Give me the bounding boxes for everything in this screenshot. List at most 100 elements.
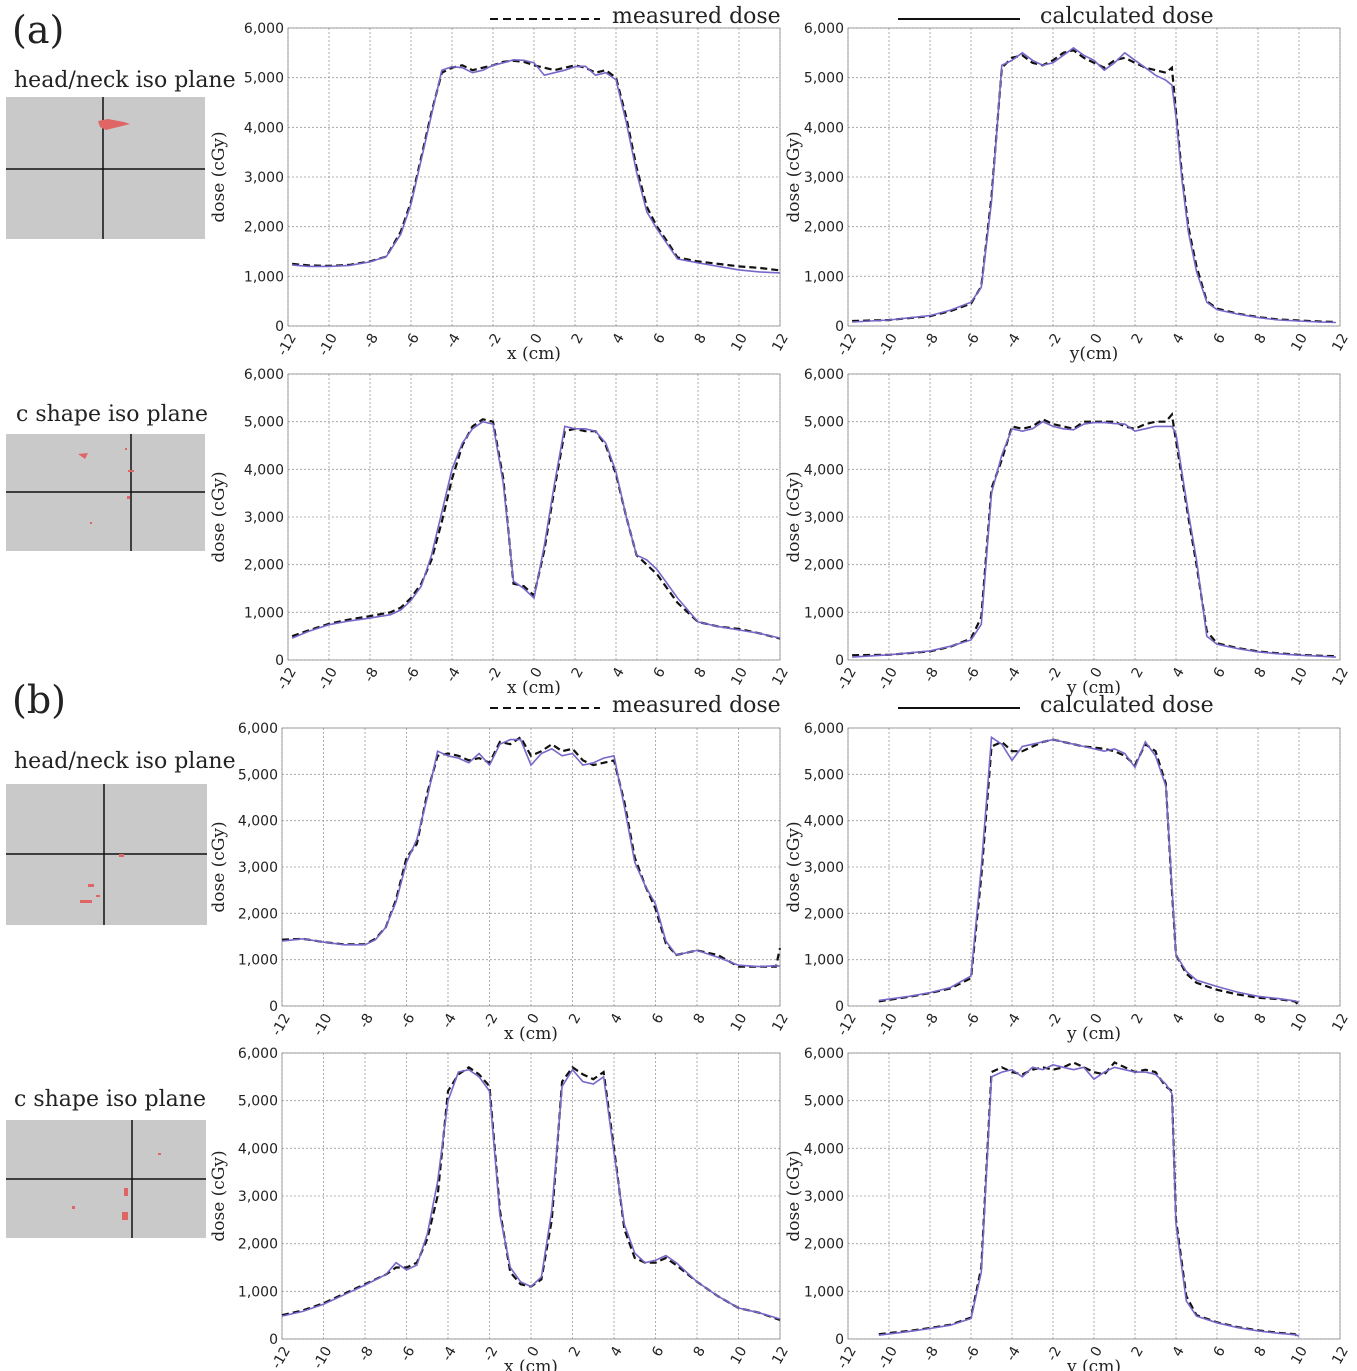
x-tick-label: 4 [1170, 665, 1188, 681]
y-tick-label: 0 [269, 999, 278, 1015]
x-tick-label: 2 [1129, 1011, 1147, 1027]
x-tick-label: -12 [835, 331, 860, 359]
x-tick-label: 10 [728, 1011, 751, 1034]
x-tick-label: -10 [876, 1011, 901, 1039]
y-tick-label: 3,000 [244, 170, 284, 186]
x-tick-label: -4 [1003, 1344, 1024, 1364]
x-tick-label: -4 [439, 1344, 460, 1364]
x-tick-label: 8 [1252, 331, 1270, 347]
y-tick-label: 2,000 [804, 906, 844, 922]
x-tick-label: 8 [691, 1011, 709, 1027]
y-tick-label: 4,000 [244, 120, 284, 136]
y-tick-label: 2,000 [804, 220, 844, 236]
legend-a-calculated-swatch [898, 18, 1020, 20]
x-tick-label: -2 [484, 331, 505, 351]
x-tick-label: -4 [1003, 665, 1024, 685]
x-tick-label: 2 [1129, 331, 1147, 347]
x-tick-label: -10 [316, 665, 341, 693]
x-axis-label: x (cm) [507, 678, 561, 698]
x-tick-label: 6 [651, 665, 669, 681]
legend-b-calculated-swatch [898, 707, 1020, 709]
y-tick-label: 4,000 [238, 814, 278, 830]
x-tick-label: 10 [1288, 331, 1311, 354]
y-tick-label: 5,000 [804, 767, 844, 783]
legend-b-measured-label: measured dose [612, 693, 781, 718]
x-tick-label: -2 [1044, 1011, 1065, 1031]
y-axis-label: dose (cGy) [209, 131, 229, 222]
x-tick-label: -6 [398, 1011, 419, 1031]
x-tick-label: -4 [439, 1011, 460, 1031]
x-tick-label: -8 [361, 665, 382, 685]
plane-label-b-cshape: c shape iso plane [14, 1087, 206, 1112]
x-tick-label: -8 [921, 1011, 942, 1031]
y-tick-label: 6,000 [244, 21, 284, 37]
x-tick-label: 2 [569, 331, 587, 347]
x-tick-label: 8 [1252, 665, 1270, 681]
y-tick-label: 2,000 [238, 906, 278, 922]
x-axis-label: y (cm) [1066, 1024, 1121, 1044]
x-tick-label: 10 [1288, 665, 1311, 688]
legend-b-calculated-label: calculated dose [1040, 693, 1214, 718]
x-tick-label: 4 [610, 331, 628, 347]
plot-frame [847, 373, 1341, 661]
x-tick-label: 2 [566, 1344, 584, 1360]
x-tick-label: -12 [835, 665, 860, 693]
x-tick-label: 10 [728, 331, 751, 354]
x-tick-label: -2 [481, 1344, 502, 1364]
y-axis-label: dose (cGy) [784, 1150, 804, 1241]
y-tick-label: 3,000 [804, 170, 844, 186]
x-axis-label: x (cm) [504, 1357, 558, 1371]
x-tick-label: 10 [1288, 1011, 1311, 1034]
y-tick-label: 1,000 [238, 1284, 278, 1300]
y-tick-label: 2,000 [238, 1237, 278, 1253]
legend-a-calculated-label: calculated dose [1040, 4, 1214, 29]
x-tick-label: -2 [1044, 665, 1065, 685]
y-tick-label: 5,000 [244, 415, 284, 431]
y-tick-label: 3,000 [804, 510, 844, 526]
y-tick-label: 0 [835, 1332, 844, 1348]
plane-label-a-cshape: c shape iso plane [16, 402, 208, 427]
x-tick-label: 10 [1288, 1344, 1311, 1367]
x-tick-label: 8 [1252, 1344, 1270, 1360]
x-tick-label: 6 [649, 1011, 667, 1027]
x-tick-label: -4 [443, 331, 464, 351]
y-tick-label: 5,000 [804, 1094, 844, 1110]
y-tick-label: 4,000 [244, 462, 284, 478]
x-tick-label: 2 [1129, 665, 1147, 681]
x-tick-label: 12 [1329, 331, 1352, 354]
x-tick-label: 6 [1211, 1011, 1229, 1027]
y-tick-label: 0 [275, 319, 284, 335]
y-tick-label: 4,000 [238, 1141, 278, 1157]
x-tick-label: -8 [921, 665, 942, 685]
x-tick-label: -12 [269, 1011, 294, 1039]
x-tick-label: -10 [876, 665, 901, 693]
y-tick-label: 2,000 [244, 220, 284, 236]
x-tick-label: -6 [962, 1344, 983, 1364]
x-tick-label: 12 [769, 1011, 792, 1034]
chart-b-x-headneck: 0 1,000 2,000 3,000 4,000 5,000 6,000 -12 -10 -8 -… [209, 718, 792, 1058]
x-tick-label: -2 [481, 1011, 502, 1031]
section-a-label: (a) [12, 8, 65, 52]
y-tick-label: 0 [275, 653, 284, 669]
chart-b-y-cshape: 0 1,000 2,000 3,000 4,000 5,000 6,000 -12 -10 -8-… [784, 1043, 1355, 1371]
x-tick-label: -10 [310, 1344, 335, 1371]
y-tick-label: 6,000 [804, 721, 844, 737]
x-tick-label: 8 [691, 1344, 709, 1360]
y-tick-label: 5,000 [238, 1094, 278, 1110]
series-calculated-dose [852, 420, 1336, 658]
y-tick-label: 1,000 [238, 953, 278, 969]
y-axis-label: dose (cGy) [784, 471, 804, 562]
y-tick-label: 3,000 [244, 510, 284, 526]
legend-a-measured-swatch [490, 18, 600, 20]
thumbnail-a-cshape [6, 434, 205, 551]
y-tick-label: 1,000 [244, 605, 284, 621]
x-tick-label: -12 [275, 665, 300, 693]
x-tick-label: 6 [1211, 331, 1229, 347]
y-tick-label: 5,000 [804, 71, 844, 87]
plot-frame [847, 27, 1341, 327]
plane-label-b-headneck: head/neck iso plane [14, 749, 236, 774]
x-tick-label: -12 [835, 1011, 860, 1039]
